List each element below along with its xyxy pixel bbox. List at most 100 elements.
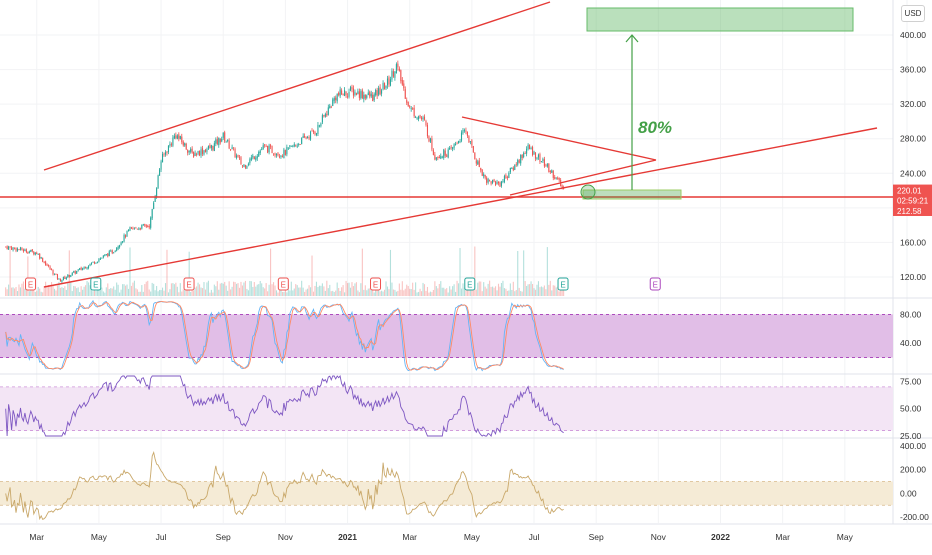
- rsi-pane: 75.00 50.00 25.00: [0, 374, 922, 441]
- volume-bar: [338, 288, 340, 296]
- cci-pane-band: [0, 481, 893, 506]
- candle-body: [369, 91, 371, 97]
- volume-bar: [16, 291, 19, 296]
- volume-bar: [256, 284, 258, 296]
- volume-bar: [363, 289, 365, 296]
- candle-body: [67, 274, 69, 277]
- volume-bar: [231, 286, 233, 296]
- candle-body: [323, 115, 325, 117]
- candle-body: [173, 135, 175, 139]
- candle-body: [529, 144, 531, 150]
- volume-bar: [40, 291, 42, 296]
- volume-bar: [351, 282, 353, 296]
- candle-body: [429, 138, 431, 142]
- candle-body: [228, 140, 230, 149]
- candle-body: [167, 145, 170, 152]
- volume-bar: [539, 287, 541, 296]
- volume-bar: [190, 291, 192, 296]
- candle-body: [342, 94, 344, 96]
- volume-bar: [344, 292, 346, 296]
- candle-body: [480, 167, 482, 171]
- volume-bar: [459, 248, 461, 296]
- candle-body: [382, 82, 384, 90]
- volume-bar: [77, 287, 79, 296]
- candle-body: [70, 275, 72, 277]
- volume-bar: [474, 246, 476, 296]
- candle-body: [235, 155, 238, 158]
- time-axis-tick: Nov: [651, 532, 667, 542]
- target-zone: [586, 7, 854, 32]
- candle-body: [185, 143, 187, 150]
- candle-body: [304, 135, 306, 138]
- candle-body: [113, 252, 115, 254]
- volume-bar: [286, 292, 288, 296]
- volume-bar: [120, 289, 122, 296]
- volume-bar: [364, 285, 366, 296]
- volume-bar: [429, 291, 431, 296]
- candle-body: [309, 131, 312, 140]
- volume-bars: [5, 246, 565, 296]
- candle-body: [219, 138, 221, 143]
- candle-body: [298, 143, 300, 145]
- candle-body: [406, 100, 408, 103]
- time-axis-tick: 2021: [338, 532, 357, 542]
- volume-bar: [130, 285, 133, 296]
- volume-bar: [87, 282, 90, 296]
- candle-body: [80, 267, 82, 270]
- candle-body: [526, 148, 528, 154]
- volume-bar: [159, 289, 161, 296]
- candle-body: [537, 154, 540, 158]
- currency-label[interactable]: USD: [901, 5, 925, 22]
- volume-bar: [480, 281, 482, 296]
- volume-bar: [12, 287, 14, 296]
- cci-pane-axis-tick: 200.00: [900, 465, 926, 475]
- candle-body: [373, 94, 375, 101]
- candle-body: [58, 278, 60, 280]
- volume-bar: [50, 282, 53, 296]
- volume-bar: [93, 286, 96, 296]
- candle-body: [352, 88, 355, 96]
- volume-bar: [49, 284, 51, 296]
- volume-bar: [113, 286, 115, 296]
- candle-body: [12, 247, 14, 250]
- candle-body: [428, 136, 430, 142]
- volume-bar: [308, 285, 310, 296]
- volume-bar: [372, 288, 374, 296]
- candle-body: [117, 246, 119, 249]
- volume-bar: [173, 284, 175, 296]
- volume-bar: [234, 282, 236, 296]
- volume-bar: [336, 282, 338, 296]
- candle-body: [138, 228, 140, 230]
- volume-bar: [13, 288, 16, 296]
- candle-body: [366, 95, 368, 98]
- candle-body: [344, 90, 346, 96]
- volume-bar: [37, 286, 39, 296]
- volume-bar: [496, 290, 498, 296]
- candle-body: [13, 247, 16, 249]
- volume-bar: [31, 290, 33, 296]
- candle-body: [422, 117, 424, 120]
- candle-body: [474, 152, 476, 160]
- volume-bar: [293, 288, 295, 296]
- volume-bar: [366, 290, 368, 296]
- candle-body: [119, 245, 121, 248]
- candle-body: [289, 145, 291, 147]
- candle-body: [181, 136, 183, 143]
- volume-bar: [151, 282, 153, 296]
- candle-body: [175, 135, 177, 139]
- volume-bar: [240, 281, 242, 296]
- volume-bar: [82, 289, 84, 296]
- volume-bar: [85, 285, 87, 296]
- volume-bar: [227, 290, 229, 296]
- candle-body: [253, 156, 255, 160]
- last-price-tag-bg: [893, 184, 932, 207]
- candle-body: [531, 147, 534, 156]
- candle-body: [233, 147, 235, 149]
- candle-body: [418, 116, 420, 120]
- volume-bar: [367, 288, 369, 296]
- volume-bar: [323, 286, 325, 296]
- candle-body: [443, 149, 445, 158]
- candle-body: [163, 153, 165, 155]
